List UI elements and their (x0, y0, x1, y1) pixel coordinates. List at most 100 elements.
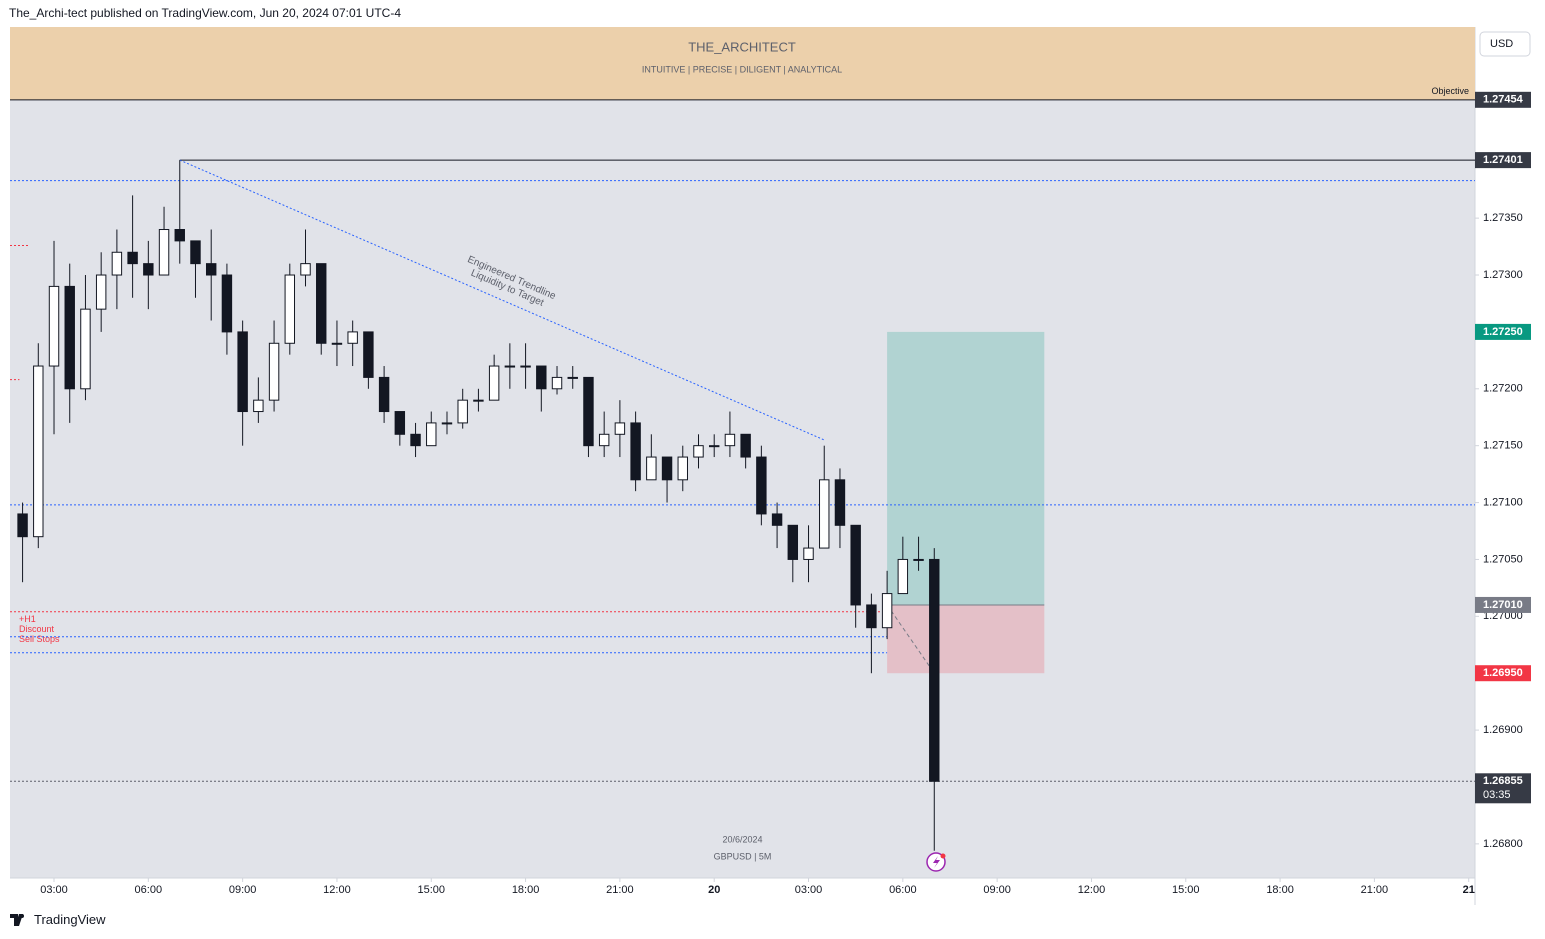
level-note: Sell Stops (19, 634, 60, 644)
x-tick-label: 15:00 (1172, 884, 1200, 896)
y-tick-label: 1.27150 (1483, 440, 1523, 452)
candle-body (111, 251, 123, 276)
x-tick-label: 09:00 (229, 884, 257, 896)
candle-body (426, 422, 437, 447)
level-note: Objective (1431, 86, 1469, 96)
price-badge (1475, 665, 1531, 682)
candle-body (929, 558, 940, 782)
candle-body (221, 274, 233, 333)
level-note: Discount (19, 624, 55, 634)
price-badge (1475, 91, 1531, 108)
price-badge-label: 1.27010 (1483, 599, 1523, 611)
publisher-line: The_Archi-tect published on TradingView.… (9, 6, 402, 20)
candle-body (316, 263, 327, 344)
target-zone (887, 331, 1045, 605)
price-badge-label: 1.27401 (1483, 154, 1523, 166)
candle-body (913, 558, 924, 561)
candle-body (756, 456, 767, 515)
stop-zone (887, 604, 1045, 674)
candle-body (819, 479, 830, 549)
banner (10, 27, 1475, 100)
candle-body (237, 331, 248, 413)
x-tick-label: 06:00 (889, 884, 917, 896)
x-tick-label: 09:00 (983, 884, 1011, 896)
y-tick-label: 1.26800 (1483, 838, 1523, 850)
candle-body (708, 445, 720, 448)
candle-body (300, 263, 311, 276)
candle-body (771, 513, 783, 526)
candle-body (881, 593, 893, 629)
candle-body (473, 399, 484, 402)
candle-body (284, 274, 296, 344)
y-tick-label: 1.27350 (1483, 212, 1523, 224)
time-axis-background (10, 878, 1475, 905)
watermark-symbol: GBPUSD | 5M (714, 851, 772, 861)
candle-body (190, 240, 201, 265)
candle-body (143, 263, 154, 276)
level-note: +H1 (19, 614, 36, 624)
candle-body (803, 547, 814, 560)
candle-body (834, 479, 846, 526)
currency-label[interactable]: USD (1490, 38, 1513, 50)
x-tick-label: 03:00 (795, 884, 823, 896)
x-tick-label: 06:00 (135, 884, 163, 896)
candle-body (48, 285, 60, 367)
candle-body (693, 445, 704, 458)
x-tick-label: 03:00 (40, 884, 68, 896)
trendline (179, 159, 825, 441)
candle-body (33, 365, 44, 538)
candle-body (268, 342, 280, 401)
candle-body (551, 376, 563, 390)
candle-body (630, 422, 641, 481)
candle-body (441, 422, 453, 425)
y-tick-label: 1.27100 (1483, 496, 1523, 508)
countdown-label: 03:35 (1483, 789, 1511, 801)
candle-body (205, 263, 217, 276)
candle-body (598, 433, 610, 447)
candle-body (410, 433, 421, 447)
candle-body (331, 342, 343, 345)
candle-body (64, 285, 75, 390)
y-tick-label: 1.26900 (1483, 724, 1523, 736)
price-badge (1475, 323, 1531, 340)
price-badge-label: 1.27250 (1483, 326, 1523, 338)
candle-body (363, 331, 374, 378)
candle-body (488, 365, 500, 401)
banner-subtitle: INTUITIVE | PRECISE | DILIGENT | ANALYTI… (642, 64, 842, 74)
x-tick-label: 21:00 (1361, 884, 1389, 896)
candle-body (253, 399, 264, 413)
x-tick-label: 12:00 (323, 884, 351, 896)
candle-body (520, 365, 531, 368)
price-badge (1475, 596, 1531, 613)
y-tick-label: 1.27050 (1483, 553, 1523, 565)
candle-body (583, 376, 594, 447)
candle-body (95, 274, 107, 310)
x-tick-label: 12:00 (1078, 884, 1106, 896)
candle-body (174, 229, 185, 242)
candle-body (677, 456, 688, 481)
candle-body (724, 433, 736, 447)
candle-body (646, 456, 657, 481)
candle-body (536, 365, 547, 390)
candle-body (740, 433, 751, 458)
price-badge-label: 1.26950 (1483, 667, 1523, 679)
candle-body (378, 376, 390, 413)
y-tick-label: 1.27000 (1483, 610, 1523, 622)
banner-title: THE_ARCHITECT (688, 39, 796, 54)
candle-body (504, 365, 516, 368)
alert-icon (926, 852, 946, 872)
candle-body (787, 524, 799, 560)
price-badge-label: 1.26855 (1483, 775, 1523, 787)
y-tick-label: 1.27200 (1483, 383, 1523, 395)
price-badge (1475, 152, 1531, 169)
price-badge-label: 1.27454 (1483, 94, 1524, 106)
candle-body (80, 308, 91, 390)
x-tick-label: 20 (708, 884, 720, 896)
footer: TradingView (10, 912, 106, 927)
candle-body (850, 524, 861, 606)
currency-button[interactable] (1479, 31, 1531, 57)
watermark-date: 20/6/2024 (722, 834, 762, 844)
y-tick-label: 1.27300 (1483, 269, 1523, 281)
